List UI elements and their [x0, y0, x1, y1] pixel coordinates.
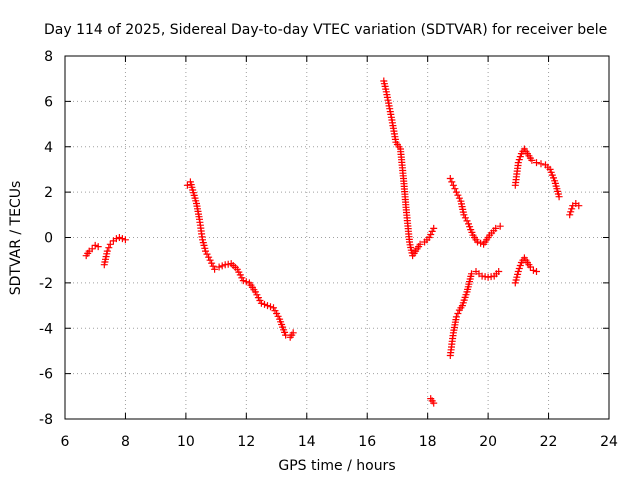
data-point-marker [208, 259, 216, 267]
data-point-marker [449, 181, 457, 189]
data-point-marker [94, 243, 102, 251]
data-point-marker [568, 205, 576, 213]
y-tick-label: 6 [44, 94, 53, 110]
data-point-marker [455, 194, 463, 202]
data-point-marker [427, 231, 435, 238]
y-tick-label: 4 [44, 140, 53, 156]
data-point-marker [430, 224, 438, 232]
data-point-marker [477, 239, 485, 247]
x-tick-label: 6 [61, 434, 70, 450]
data-point-marker [460, 211, 468, 219]
data-point-marker [239, 277, 247, 285]
data-point-marker [555, 193, 563, 201]
data-point-marker [451, 185, 459, 193]
data-point-marker [533, 268, 540, 275]
grid [65, 56, 609, 419]
data-point-marker [112, 235, 120, 243]
x-tick-labels: 6 8 10 12 14 16 18 20 22 24 [61, 434, 618, 450]
data-point-marker [206, 256, 214, 264]
x-tick-label: 24 [600, 434, 618, 450]
data-point-marker [202, 247, 209, 255]
data-point-marker [430, 399, 438, 407]
data-point-marker [567, 208, 575, 216]
x-tick-label: 14 [298, 434, 316, 450]
data-point-marker [267, 303, 274, 311]
data-point-marker [452, 313, 460, 321]
data-point-marker [495, 268, 503, 275]
data-point-marker [211, 265, 219, 273]
data-point-marker [88, 245, 96, 253]
data-point-marker [115, 234, 123, 241]
data-point-marker [514, 268, 522, 275]
x-tick-label: 22 [540, 434, 558, 450]
y-tick-label: 2 [44, 185, 53, 201]
data-point-marker [515, 265, 523, 272]
x-tick-label: 16 [358, 434, 376, 450]
data-point-marker [533, 159, 540, 167]
data-point-marker [106, 240, 114, 248]
data-point-marker [289, 329, 297, 337]
x-axis-label: GPS time / hours [278, 458, 395, 474]
plot-frame [64, 55, 610, 420]
data-point-marker [91, 241, 99, 249]
data-point-marker [514, 159, 522, 167]
data-point-marker [461, 214, 469, 222]
y-tick-labels: -8 -6 -4 -2 0 2 4 6 8 [39, 49, 53, 428]
data-point-marker [209, 262, 217, 270]
data-point-marker [118, 235, 126, 243]
data-point-marker [448, 178, 456, 186]
data-point-marker [529, 266, 537, 274]
data-point-marker [428, 227, 436, 235]
data-point-marker [452, 188, 460, 196]
data-points [82, 77, 583, 407]
data-point-marker [105, 244, 113, 252]
data-point-marker [492, 224, 500, 232]
data-point-marker [516, 262, 524, 269]
x-tick-label: 12 [237, 434, 255, 450]
data-point-marker [282, 331, 290, 339]
x-tick-label: 18 [419, 434, 437, 450]
y-axis-label: SDTVAR / TECUs [8, 181, 24, 296]
data-point-marker [474, 238, 481, 246]
data-point-marker [264, 302, 271, 310]
y-tick-label: 0 [44, 231, 53, 247]
data-point-marker [566, 211, 574, 219]
data-point-marker [468, 270, 475, 278]
data-point-marker [537, 160, 545, 168]
data-point-marker [463, 217, 471, 225]
data-point-marker [261, 300, 268, 308]
chart-title: Day 114 of 2025, Sidereal Day-to-day VTE… [44, 22, 607, 38]
y-tick-label: -8 [39, 412, 53, 428]
data-point-marker [526, 263, 534, 271]
data-point-marker [242, 278, 250, 286]
data-point-marker [257, 299, 265, 307]
data-point-marker [496, 222, 504, 230]
data-point-marker [103, 247, 111, 255]
x-tick-label: 20 [479, 434, 497, 450]
y-tick-label: -6 [39, 367, 53, 383]
y-tick-label: -2 [39, 276, 53, 292]
x-tick-label: 10 [177, 434, 195, 450]
data-point-marker [516, 153, 524, 161]
data-point-marker [121, 236, 129, 244]
data-point-marker [454, 310, 462, 317]
data-point-marker [183, 181, 191, 189]
data-point-marker [446, 175, 454, 182]
y-tick-label: 8 [44, 49, 53, 65]
data-point-marker [575, 202, 583, 210]
data-point-marker [416, 240, 424, 248]
data-point-marker [454, 191, 462, 199]
data-point-marker [218, 262, 226, 270]
data-point-marker [215, 263, 223, 271]
data-point-marker [528, 156, 536, 164]
x-tick-label: 8 [121, 434, 130, 450]
data-point-marker [205, 253, 213, 261]
y-tick-label: -4 [39, 321, 53, 337]
data-point-marker [203, 250, 211, 258]
data-point-marker [515, 156, 523, 164]
data-point-marker [425, 234, 433, 241]
